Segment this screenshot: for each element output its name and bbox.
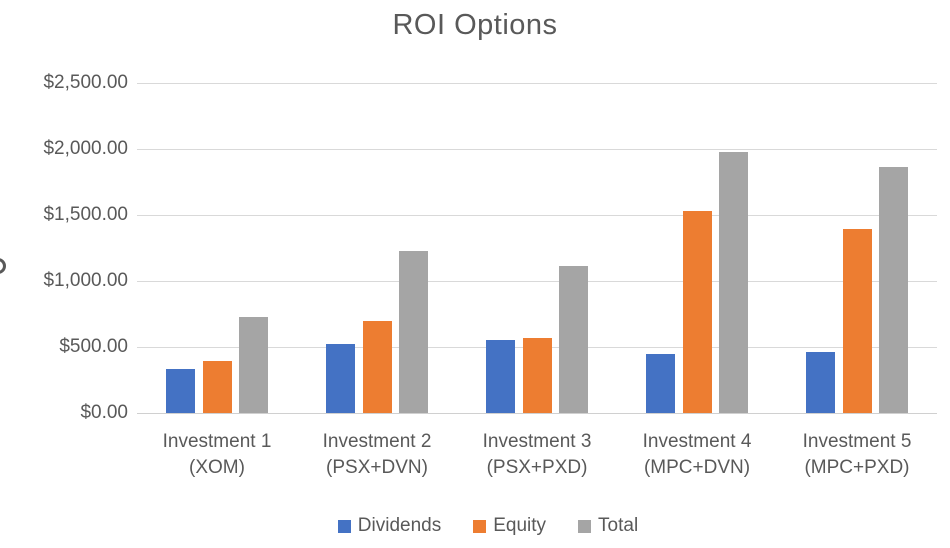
x-axis-label-line1: Investment 2 [322,431,432,452]
x-axis-label-5: Investment 5 (MPC+PXD) [772,429,942,481]
x-axis-line [137,412,937,414]
bar-dividends-4 [646,354,675,413]
legend-item-dividends: Dividends [337,515,442,537]
y-axis-tick-label: $1,000.00 [43,270,128,291]
x-axis-label-line2: (PSX+DVN) [326,457,428,478]
x-axis-label-1: Investment 1 (XOM) [132,429,302,481]
bar-equity-3 [522,338,552,413]
bar-dividends-5 [806,351,835,413]
bar-equity-4 [682,211,712,413]
x-axis-label-line2: (PSX+PXD) [486,457,588,478]
bar-equity-5 [842,228,872,413]
legend-item-total: Total [578,515,638,537]
y-axis-tick-label: $2,000.00 [43,138,128,159]
y-axis-tick-label: $2,500.00 [43,72,128,93]
bar-total-5 [879,167,908,413]
x-axis-label-4: Investment 4 (MPC+DVN) [612,429,782,481]
x-axis-label-line2: (MPC+PXD) [804,457,910,478]
x-axis-label-line2: (XOM) [189,457,245,478]
bar-dividends-1 [166,369,195,413]
chart-title: ROI Options [392,9,558,41]
y-axis-tick-label: $0.00 [80,402,128,423]
bar-equity-1 [202,360,232,413]
legend-swatch-equity [473,519,487,533]
legend-label: Equity [493,515,547,536]
x-axis-label-line1: Investment 4 [642,431,752,452]
bar-dividends-2 [326,343,355,413]
legend-label: Dividends [357,515,442,536]
bar-dividends-3 [486,340,515,413]
bar-total-4 [719,152,748,413]
x-axis-label-line2: (MPC+DVN) [643,457,751,478]
y-axis-tick-label: $500.00 [59,336,128,357]
legend: Dividends Equity Total [0,515,950,537]
legend-swatch-total [578,519,592,533]
x-axis-label-3: Investment 3 (PSX+PXD) [452,429,622,481]
bar-total-2 [399,251,428,413]
x-axis-label-line1: Investment 5 [802,431,912,452]
bar-total-3 [559,265,588,413]
legend-item-equity: Equity [473,515,546,537]
y-gridline [137,82,937,84]
y-gridline [137,148,937,150]
bar-total-1 [239,317,268,413]
legend-swatch-dividends [337,519,351,533]
legend-label: Total [598,515,639,536]
x-axis-label-line1: Investment 1 [162,431,272,452]
x-axis-label-line1: Investment 3 [482,431,592,452]
x-axis-label-2: Investment 2 (PSX+DVN) [292,429,462,481]
y-axis-tick-label: $1,500.00 [43,204,128,225]
bar-equity-2 [362,320,392,413]
y-gridline [137,214,937,216]
y-gridline [137,280,937,282]
